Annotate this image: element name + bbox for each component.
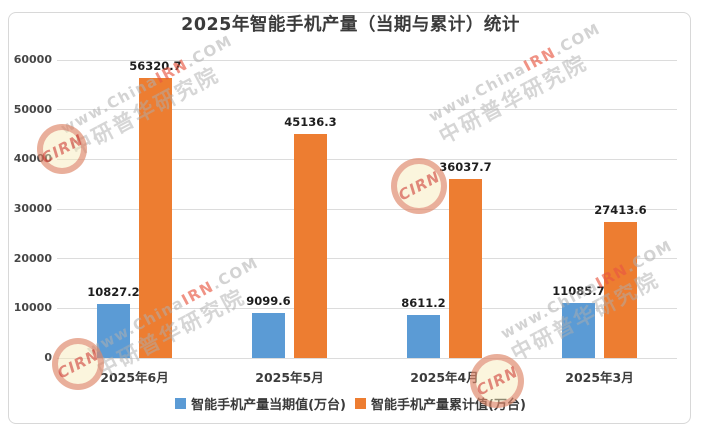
legend-item-current: 智能手机产量当期值(万台) (175, 394, 346, 413)
legend-label-cumulative: 智能手机产量累计值(万台) (371, 398, 526, 413)
legend-item-cumulative: 智能手机产量累计值(万台) (355, 394, 526, 413)
bar-current (562, 302, 595, 358)
gridline (57, 109, 677, 111)
bar-current (97, 304, 130, 358)
y-axis-tick-label: 10000 (13, 301, 52, 315)
legend-label-current: 智能手机产量当期值(万台) (191, 398, 346, 413)
gridline (57, 59, 677, 61)
gridline (57, 307, 677, 309)
bar-cumulative (294, 133, 327, 358)
bar-value-label: 8611.2 (401, 296, 446, 311)
bar-value-label: 9099.6 (246, 293, 291, 308)
gridline (57, 258, 677, 260)
bar-value-label: 36037.7 (439, 160, 492, 174)
chart-border-frame (8, 12, 691, 424)
bar-cumulative (449, 179, 482, 358)
bar-value-label: 45136.3 (284, 114, 337, 129)
bar-value-label: 10827.2 (87, 285, 140, 300)
y-axis-tick-label: 0 (44, 351, 52, 364)
y-axis-tick-label: 40000 (13, 152, 52, 166)
y-axis-tick-label: 50000 (13, 102, 52, 116)
bar-value-label: 56320.7 (129, 59, 182, 74)
x-axis-category-label: 2025年6月 (100, 370, 169, 385)
bar-current (252, 312, 285, 358)
bar-cumulative (139, 78, 172, 358)
x-axis-category-label: 2025年4月 (410, 370, 479, 385)
gridline (57, 158, 677, 160)
bar-value-label: 27413.6 (594, 202, 647, 217)
legend: 智能手机产量当期值(万台) 智能手机产量累计值(万台) (0, 394, 701, 413)
bar-value-label: 11085.7 (552, 283, 605, 298)
y-axis-tick-label: 20000 (13, 251, 52, 265)
bar-cumulative (604, 221, 637, 358)
legend-swatch-cumulative (355, 398, 366, 409)
gridline (57, 208, 677, 210)
y-axis-tick-label: 30000 (13, 202, 52, 215)
chart-title: 2025年智能手机产量（当期与累计）统计 (181, 15, 520, 35)
x-axis-category-label: 2025年5月 (255, 370, 324, 385)
gridline (57, 357, 677, 359)
x-axis-category-label: 2025年3月 (565, 370, 634, 385)
bar-current (407, 315, 440, 358)
legend-swatch-current (175, 398, 187, 409)
y-axis-tick-label: 60000 (13, 53, 52, 66)
